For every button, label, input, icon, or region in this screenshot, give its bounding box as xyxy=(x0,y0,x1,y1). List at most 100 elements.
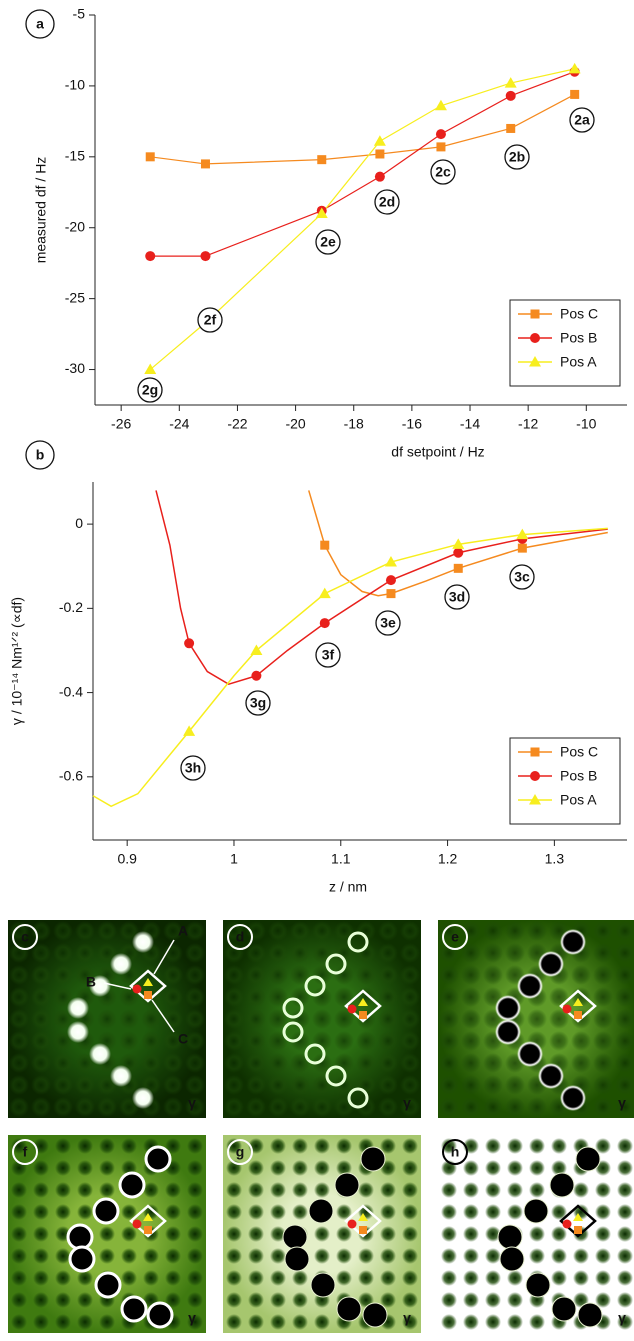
lattice-spot xyxy=(9,1053,29,1073)
lattice-spot xyxy=(163,965,183,985)
lattice-spot xyxy=(121,1248,137,1264)
lattice-spot xyxy=(402,1204,418,1220)
lattice-spot xyxy=(77,1270,93,1286)
lattice-spot xyxy=(121,1138,137,1154)
molecule xyxy=(347,1087,369,1109)
lattice-spot xyxy=(378,987,398,1007)
lattice-spot xyxy=(595,1248,611,1264)
circled-label: 2f xyxy=(204,312,217,328)
molecule xyxy=(110,953,132,975)
lattice-spot xyxy=(163,1053,183,1073)
lattice-spot xyxy=(593,965,613,985)
lattice-spot xyxy=(461,921,481,941)
lattice-spot xyxy=(185,1097,205,1117)
x-tick-label: 1 xyxy=(230,851,238,867)
lattice-spot xyxy=(334,1075,354,1095)
lattice-spot xyxy=(290,987,310,1007)
panel-label: d xyxy=(236,929,245,945)
legend-label: Pos B xyxy=(560,330,597,346)
lattice-spot xyxy=(312,1097,332,1117)
lattice-spot xyxy=(77,1204,93,1220)
lattice-spot xyxy=(143,1182,159,1198)
lattice-spot xyxy=(336,1138,352,1154)
lattice-spot xyxy=(402,1182,418,1198)
lattice-spot xyxy=(595,1182,611,1198)
lattice-spot xyxy=(334,921,354,941)
lattice-spot xyxy=(248,1248,264,1264)
lattice-spot xyxy=(53,1097,73,1117)
y-tick-label: -15 xyxy=(65,148,85,164)
lattice-spot xyxy=(270,1138,286,1154)
lattice-spot xyxy=(336,1270,352,1286)
lattice-spot xyxy=(268,1009,288,1029)
lattice-spot xyxy=(507,1160,523,1176)
x-tick-label: -14 xyxy=(460,416,480,432)
lattice-spot xyxy=(165,1292,181,1308)
lattice-spot xyxy=(402,1314,418,1330)
molecule xyxy=(495,1019,521,1045)
lattice-spot xyxy=(358,1270,374,1286)
lattice-spot xyxy=(314,1248,330,1264)
lattice-spot xyxy=(356,965,376,985)
molecule xyxy=(560,929,586,955)
lattice-spot xyxy=(356,921,376,941)
molecule xyxy=(67,1021,89,1043)
lattice-spot xyxy=(402,1270,418,1286)
molecule xyxy=(360,1146,386,1172)
y-tick-label: -5 xyxy=(73,6,86,22)
lattice-spot xyxy=(99,1138,115,1154)
lattice-spot xyxy=(292,1270,308,1286)
marker-triangle xyxy=(452,538,465,549)
marker-triangle xyxy=(144,363,157,375)
lattice-spot xyxy=(615,965,634,985)
label-circle xyxy=(315,229,341,255)
lattice-spot xyxy=(595,1138,611,1154)
marker-square xyxy=(570,89,580,99)
lattice-spot xyxy=(143,1270,159,1286)
marker-circle xyxy=(435,129,446,140)
panel-label: e xyxy=(451,929,459,945)
lattice-spot xyxy=(615,1075,634,1095)
lattice-spot xyxy=(551,1204,567,1220)
molecule xyxy=(362,1302,388,1328)
lattice-spot xyxy=(224,1009,244,1029)
lattice-spot xyxy=(268,1075,288,1095)
lattice-spot xyxy=(268,1053,288,1073)
lattice-spot xyxy=(143,1248,159,1264)
lattice-spot xyxy=(185,921,205,941)
lattice-spot xyxy=(11,1292,27,1308)
lattice-spot xyxy=(9,987,29,1007)
lattice-spot xyxy=(224,1053,244,1073)
lattice-spot xyxy=(11,1226,27,1242)
lattice-spot xyxy=(33,1226,49,1242)
site-b xyxy=(132,984,142,994)
lattice-spot xyxy=(187,1292,203,1308)
circled-label: 2g xyxy=(142,382,158,398)
lattice-spot xyxy=(11,1270,27,1286)
y-axis-label: γ / 10⁻¹⁴ Nm¹ᐟ² (∝df) xyxy=(9,597,25,725)
lattice-spot xyxy=(270,1270,286,1286)
lattice-spot xyxy=(268,987,288,1007)
lattice-spot xyxy=(246,943,266,963)
lattice-spot xyxy=(356,943,376,963)
lattice-spot xyxy=(483,921,503,941)
label-circle xyxy=(180,755,206,781)
x-axis-label: df setpoint / Hz xyxy=(391,444,484,460)
lattice-spot xyxy=(224,987,244,1007)
lattice-spot xyxy=(617,1270,633,1286)
molecule xyxy=(110,1065,132,1087)
lattice-spot xyxy=(185,1053,205,1073)
lattice-spot xyxy=(55,1248,71,1264)
label-circle xyxy=(25,440,55,470)
lattice-spot xyxy=(463,1270,479,1286)
lattice-spot xyxy=(119,1031,139,1051)
lattice-spot xyxy=(312,1075,332,1095)
lattice-spot xyxy=(224,943,244,963)
lattice-spot xyxy=(187,1248,203,1264)
lattice-spot xyxy=(11,1182,27,1198)
lattice-spot xyxy=(527,921,547,941)
lattice-spot xyxy=(461,1075,481,1095)
lattice-spot xyxy=(163,1075,183,1095)
lattice-spot xyxy=(270,1204,286,1220)
marker-circle xyxy=(530,771,540,781)
